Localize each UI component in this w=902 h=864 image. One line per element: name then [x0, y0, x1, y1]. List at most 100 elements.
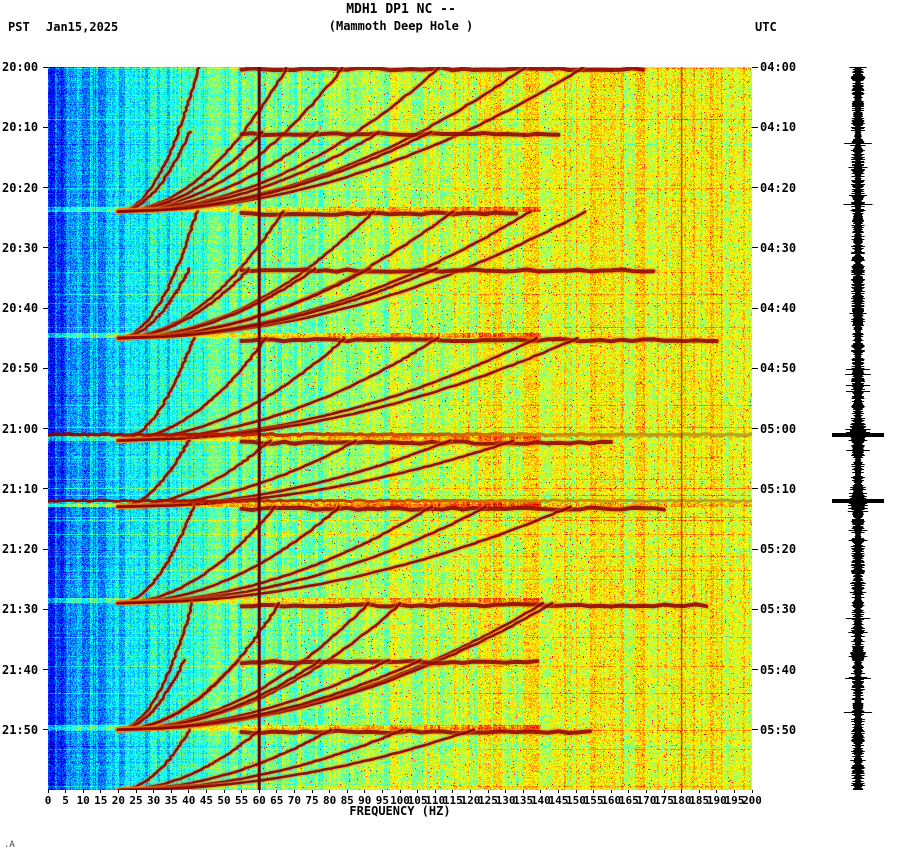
tick-bottom	[575, 790, 577, 793]
tick-bottom	[346, 790, 348, 793]
tick-bottom	[311, 790, 313, 793]
freq-tick-label: 60	[252, 794, 266, 807]
freq-tick-label: 170	[636, 794, 657, 807]
tick-bottom	[505, 790, 507, 793]
freq-tick-label: 150	[566, 794, 586, 807]
time-label-pst: 20:30	[2, 240, 39, 255]
freq-tick-label: 200	[742, 794, 762, 807]
tick-bottom	[610, 790, 612, 793]
tick-bottom	[733, 790, 735, 793]
freq-tick-label: 70	[287, 794, 302, 807]
tick-bottom	[593, 790, 595, 793]
tick-left	[43, 669, 48, 670]
tick-bottom	[47, 790, 49, 793]
tick-right	[752, 187, 758, 188]
time-label-pst: 21:30	[2, 602, 39, 617]
tick-left	[43, 488, 48, 490]
tick-right	[752, 548, 758, 550]
tick-bottom	[628, 790, 630, 793]
tick-bottom	[170, 790, 172, 793]
tick-bottom	[522, 790, 524, 793]
freq-tick-label: 180	[671, 794, 692, 807]
tick-right	[752, 428, 758, 429]
freq-tick-label: 110	[425, 794, 446, 807]
tick-bottom	[223, 790, 225, 793]
freq-tick-label: 85	[340, 794, 354, 807]
freq-tick-label: 35	[164, 794, 178, 807]
spectrogram-canvas	[48, 67, 752, 790]
freq-tick-label: 140	[530, 794, 551, 807]
tick-bottom	[153, 790, 155, 793]
freq-tick-label: 145	[548, 794, 569, 807]
time-label-utc: 05:50	[760, 722, 797, 737]
tick-bottom	[698, 790, 700, 793]
freq-tick-label: 0	[44, 794, 52, 807]
tick-left	[43, 187, 48, 188]
time-label-utc: 05:20	[760, 542, 797, 556]
freq-tick-label: 195	[724, 794, 745, 807]
tick-bottom	[399, 790, 401, 793]
tick-left	[43, 367, 48, 369]
time-label-utc: 04:30	[760, 240, 797, 255]
tick-bottom	[469, 790, 471, 793]
freq-tick-label: 175	[654, 794, 674, 807]
freq-tick-label: 135	[513, 794, 534, 807]
freq-tick-label: 10	[76, 794, 90, 807]
time-label-utc: 04:50	[760, 361, 797, 376]
freq-tick-label: 55	[234, 794, 249, 807]
tick-right	[752, 307, 758, 309]
time-label-pst: 20:00	[2, 60, 39, 74]
time-label-pst: 20:40	[2, 301, 39, 315]
tick-left	[43, 126, 48, 128]
station-subtitle: (Mammoth Deep Hole )	[328, 19, 474, 33]
tick-bottom	[100, 790, 102, 793]
tick-bottom	[452, 790, 454, 793]
time-label-pst: 21:00	[2, 421, 39, 436]
tick-right	[752, 247, 758, 249]
freq-tick-label: 130	[495, 794, 516, 807]
freq-tick-label: 165	[618, 794, 639, 807]
freq-tick-label: 190	[706, 794, 727, 807]
tick-bottom	[205, 790, 207, 793]
freq-tick-label: 20	[111, 794, 126, 807]
tick-bottom	[135, 790, 137, 793]
tick-bottom	[241, 790, 243, 793]
freq-tick-label: 100	[390, 794, 410, 807]
freq-tick-label: 50	[217, 794, 231, 807]
tick-bottom	[645, 790, 647, 793]
freq-tick-label: 185	[689, 794, 710, 807]
tick-right	[752, 729, 758, 731]
tick-bottom	[663, 790, 665, 793]
time-label-pst: 21:50	[2, 722, 39, 737]
freq-tick-label: 80	[322, 794, 337, 807]
freq-tick-label: 155	[583, 794, 604, 807]
tick-bottom	[487, 790, 489, 793]
corner-mark: .A	[4, 840, 15, 850]
tick-right	[752, 367, 758, 369]
freq-tick-label: 65	[270, 794, 284, 807]
tick-left	[43, 307, 48, 309]
tick-right	[752, 608, 758, 610]
time-label-pst: 21:40	[2, 662, 39, 677]
freq-tick-label: 45	[199, 794, 214, 807]
time-label-pst: 21:10	[2, 481, 39, 496]
tick-right	[752, 66, 758, 68]
time-label-pst: 20:10	[2, 120, 39, 135]
tick-left	[43, 548, 48, 550]
freq-tick-label: 25	[129, 794, 143, 807]
freq-tick-label: 15	[94, 794, 108, 807]
tick-bottom	[716, 790, 718, 793]
freq-tick-label: 40	[182, 794, 196, 807]
tick-bottom	[293, 790, 295, 793]
tick-left	[43, 247, 48, 249]
tick-bottom	[329, 790, 331, 793]
time-label-utc: 04:40	[760, 301, 797, 315]
tick-bottom	[258, 790, 260, 793]
station-title: MDH1 DP1 NC --	[346, 2, 456, 17]
timezone-right-label: UTC	[755, 20, 777, 34]
tick-left	[43, 608, 48, 610]
time-label-utc: 05:10	[760, 481, 797, 496]
tick-right	[752, 669, 758, 670]
tick-left	[43, 428, 48, 429]
